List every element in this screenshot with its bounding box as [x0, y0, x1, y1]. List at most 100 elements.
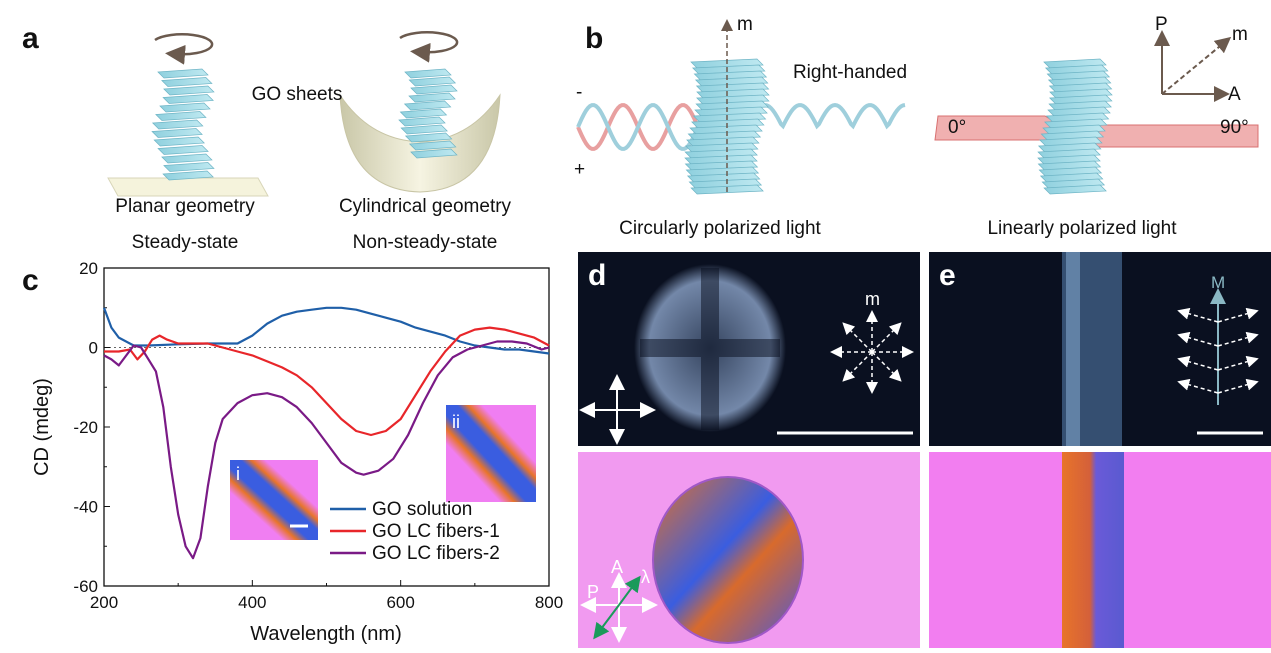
director-arrow — [1177, 355, 1219, 371]
radial-director-icon — [830, 310, 914, 394]
director-arrow — [1217, 307, 1259, 323]
go-sheet — [162, 170, 214, 181]
go-sheet — [408, 92, 456, 103]
panel-b: b m Right-handed - + Circularly polarize… — [574, 14, 1259, 239]
minus-label: - — [576, 82, 582, 103]
x-tick-label: 200 — [90, 593, 118, 612]
planar-geometry-illustration — [107, 33, 269, 197]
director-arrow — [1217, 378, 1259, 394]
panel-label-b: b — [585, 22, 603, 55]
polarizer-waveplate-icon — [580, 572, 658, 643]
non-steady-state-label: Non-steady-state — [353, 232, 498, 253]
inset-ii: ii — [446, 405, 536, 502]
fiber-axis-M-label: M — [1211, 273, 1225, 292]
go-sheet-stack — [684, 58, 770, 195]
panel-e: e M — [929, 252, 1271, 648]
go-sheet — [400, 124, 448, 135]
series-line-go-lc-fibers-1 — [104, 326, 550, 437]
director-arrow — [871, 351, 902, 382]
planar-geometry-label: Planar geometry — [115, 196, 255, 217]
steady-state-label: Steady-state — [132, 232, 239, 253]
x-axis-label: Wavelength (nm) — [250, 623, 402, 645]
go-sheet — [163, 162, 215, 172]
y-tick-label: -20 — [73, 418, 98, 437]
x-tick-label: 600 — [386, 593, 414, 612]
series-lines — [102, 306, 550, 560]
inset-ii-label: ii — [452, 412, 460, 432]
go-sheet — [151, 128, 203, 138]
linearly-polarized-light-label: Linearly polarized light — [987, 218, 1177, 239]
go-sheet — [155, 111, 207, 121]
go-sheet-stack — [151, 68, 215, 181]
panel-label-a: a — [22, 22, 39, 55]
director-arrow — [1177, 307, 1219, 323]
go-sheet — [162, 94, 214, 104]
angle-90-label: 90° — [1220, 117, 1249, 138]
x-tick-label: 400 — [238, 593, 266, 612]
director-chevrons-icon — [1177, 307, 1259, 394]
inset-i-label: i — [236, 464, 240, 484]
polarizer-axes: P A m — [1154, 14, 1248, 105]
y-tick-label: -40 — [73, 498, 98, 517]
plus-label: + — [574, 159, 585, 180]
right-handed-label: Right-handed — [793, 62, 907, 83]
legend-label: GO LC fibers-1 — [372, 521, 500, 542]
x-tick-label: 800 — [535, 593, 563, 612]
waveplate-lambda-label: λ — [641, 567, 650, 587]
director-arrow — [1217, 355, 1259, 371]
director-m-label: m — [1232, 24, 1248, 45]
polarizer-p-label: P — [587, 582, 599, 602]
panel-label-c: c — [22, 264, 39, 297]
go-sheet — [159, 102, 211, 113]
go-sheet — [410, 148, 458, 159]
panel-label-d: d — [588, 259, 606, 292]
y-tick-label: 0 — [89, 339, 98, 358]
go-sheet — [163, 85, 215, 96]
director-arrow — [842, 351, 873, 382]
y-tick-label: 20 — [79, 259, 98, 278]
go-sheet — [404, 68, 452, 79]
analyzer-a-label: A — [1228, 84, 1241, 105]
director-arrow — [1217, 331, 1259, 347]
circularly-polarized-light-label: Circularly polarized light — [619, 218, 821, 239]
panel-a: a GO sheets Planar geometry Cylindrical … — [22, 22, 512, 253]
director-arrow — [1177, 331, 1219, 347]
polarizer-p-label: P — [1155, 14, 1168, 35]
y-tick-label: -60 — [73, 577, 98, 596]
go-sheet — [151, 119, 204, 130]
rotation-arrow-icon — [154, 33, 214, 65]
go-sheet — [161, 153, 213, 164]
angle-0-label: 0° — [948, 117, 966, 138]
go-sheet — [403, 100, 452, 111]
helix-axis-m-label: m — [737, 14, 753, 35]
go-sheet — [161, 77, 213, 87]
go-sheet — [157, 145, 209, 155]
polarizer-cross-icon — [579, 374, 656, 445]
director-arrow — [871, 322, 902, 353]
go-sheet — [398, 116, 446, 127]
go-sheet — [153, 136, 206, 147]
go-sheet — [1043, 184, 1107, 195]
y-axis-label: CD (mdeg) — [31, 378, 53, 476]
helix-transmitted — [764, 102, 906, 130]
cylindrical-geometry-label: Cylindrical geometry — [339, 196, 512, 217]
helix-strand-right — [576, 103, 702, 151]
analyzer-a-label: A — [611, 557, 623, 577]
go-sheet — [408, 140, 457, 151]
go-sheet — [408, 76, 457, 87]
go-sheet — [410, 84, 458, 95]
legend-label: GO LC fibers-2 — [372, 543, 500, 564]
go-sheet — [399, 108, 448, 119]
panel-label-e: e — [939, 259, 956, 292]
director-arrow — [1177, 378, 1219, 394]
rotation-arrow-icon — [399, 31, 459, 63]
legend-label: GO solution — [372, 499, 472, 520]
go-sheet-stack — [1037, 58, 1113, 195]
cylindrical-geometry-illustration — [339, 31, 501, 193]
series-line-go-lc-fibers-2 — [103, 340, 550, 560]
go-sheet — [157, 68, 209, 79]
